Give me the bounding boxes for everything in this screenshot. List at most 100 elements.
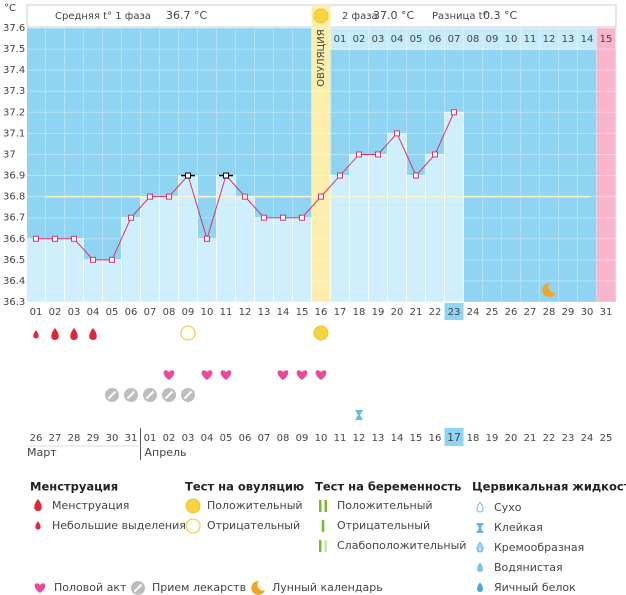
temp-point <box>147 193 153 200</box>
ovulation-sun <box>313 8 329 24</box>
month-label: Март <box>27 446 57 459</box>
date-label: 14 <box>391 433 404 444</box>
date-label: 29 <box>87 433 100 444</box>
temp-column <box>178 175 198 303</box>
drop-icon <box>35 521 41 530</box>
x-tick-label: 17 <box>334 307 347 318</box>
heart-icon <box>296 370 308 380</box>
y-tick-label: 36.9 <box>3 171 25 182</box>
date-label: 09 <box>296 433 309 444</box>
x-tick-label: 30 <box>581 307 594 318</box>
date-label: 17 <box>447 431 461 444</box>
x-tick-label: 05 <box>106 307 119 318</box>
y-tick-label: 37.5 <box>3 44 25 55</box>
drop-icon <box>51 328 59 340</box>
cycle-day: 02 <box>353 34 366 45</box>
date-label: 01 <box>144 433 157 444</box>
date-label: 03 <box>182 433 195 444</box>
date-label: 25 <box>600 433 613 444</box>
sticky-icon <box>355 410 363 420</box>
x-tick-label: 25 <box>486 307 499 318</box>
cycle-day: 13 <box>562 34 575 45</box>
drop-icon <box>476 541 484 553</box>
y-unit: °C <box>4 3 16 14</box>
drop-icon <box>89 328 97 340</box>
pill-slash <box>126 390 136 400</box>
cycle-row <box>330 28 616 50</box>
y-tick-label: 36.5 <box>3 255 25 266</box>
heart-icon <box>163 370 175 380</box>
ring-icon <box>185 518 201 534</box>
date-label: 28 <box>68 433 81 444</box>
test-bar <box>319 500 322 512</box>
header-label: Разница t° <box>432 11 488 22</box>
temp-point <box>71 235 77 242</box>
x-tick-label: 22 <box>429 307 442 318</box>
y-tick-label: 37.6 <box>3 23 25 34</box>
legend-item: Прием лекарств <box>152 581 246 594</box>
heart-icon <box>34 583 46 593</box>
legend-title: Тест на беременность <box>315 480 461 494</box>
header-value: 37.0 °C <box>373 9 414 22</box>
date-label: 05 <box>220 433 233 444</box>
x-tick-label: 04 <box>87 307 100 318</box>
moon-icon <box>542 282 556 297</box>
date-label: 21 <box>524 433 537 444</box>
temp-column <box>159 196 179 303</box>
heart-icon <box>315 370 327 380</box>
x-tick-label: 16 <box>315 307 328 318</box>
temp-point <box>280 214 286 221</box>
date-label: 24 <box>581 433 594 444</box>
legend-item: Слабоположительный <box>337 539 466 552</box>
temp-column <box>292 217 312 303</box>
test-bar <box>324 500 327 512</box>
temp-point <box>356 151 362 158</box>
legend-item: Отрицательный <box>207 519 300 532</box>
temp-column <box>102 259 122 303</box>
header-label: 2 фаза <box>342 11 378 22</box>
moon-icon <box>251 580 265 595</box>
legend-item: Водянистая <box>494 561 563 574</box>
date-label: 30 <box>106 433 119 444</box>
test-bar <box>324 540 327 552</box>
temp-point <box>52 235 58 242</box>
x-tick-label: 29 <box>562 307 575 318</box>
temp-column <box>121 217 141 303</box>
temp-point <box>204 235 210 242</box>
test-bar <box>321 520 325 532</box>
temp-column <box>216 175 236 303</box>
cycle-day: 03 <box>372 34 385 45</box>
x-tick-label: 21 <box>410 307 423 318</box>
temp-point <box>432 151 438 158</box>
temp-column <box>235 196 255 303</box>
temp-point <box>185 172 191 179</box>
test-bar <box>319 540 322 552</box>
x-tick-label: 19 <box>372 307 385 318</box>
ring-icon <box>180 325 196 341</box>
y-tick-label: 37 <box>3 149 16 160</box>
today-highlight <box>444 303 464 320</box>
cycle-day: 10 <box>505 34 518 45</box>
date-label: 08 <box>277 433 290 444</box>
temp-point <box>33 235 39 242</box>
date-label: 15 <box>410 433 423 444</box>
ovulation-column <box>311 5 331 302</box>
cycle-day: 09 <box>486 34 499 45</box>
drop-icon <box>477 582 483 592</box>
date-label: 18 <box>467 433 480 444</box>
temp-column <box>387 133 407 303</box>
x-tick-label: 14 <box>277 307 290 318</box>
date-label: 07 <box>258 433 271 444</box>
cycle-day: 07 <box>448 34 461 45</box>
temp-column <box>140 196 160 303</box>
pill-slash <box>145 390 155 400</box>
cycle-day: 14 <box>581 34 594 45</box>
temp-column <box>349 154 369 303</box>
temp-point <box>261 214 267 221</box>
date-label: 12 <box>353 433 366 444</box>
sun-icon <box>185 498 201 514</box>
x-tick-label: 10 <box>201 307 214 318</box>
legend-title: Тест на овуляцию <box>185 480 304 494</box>
